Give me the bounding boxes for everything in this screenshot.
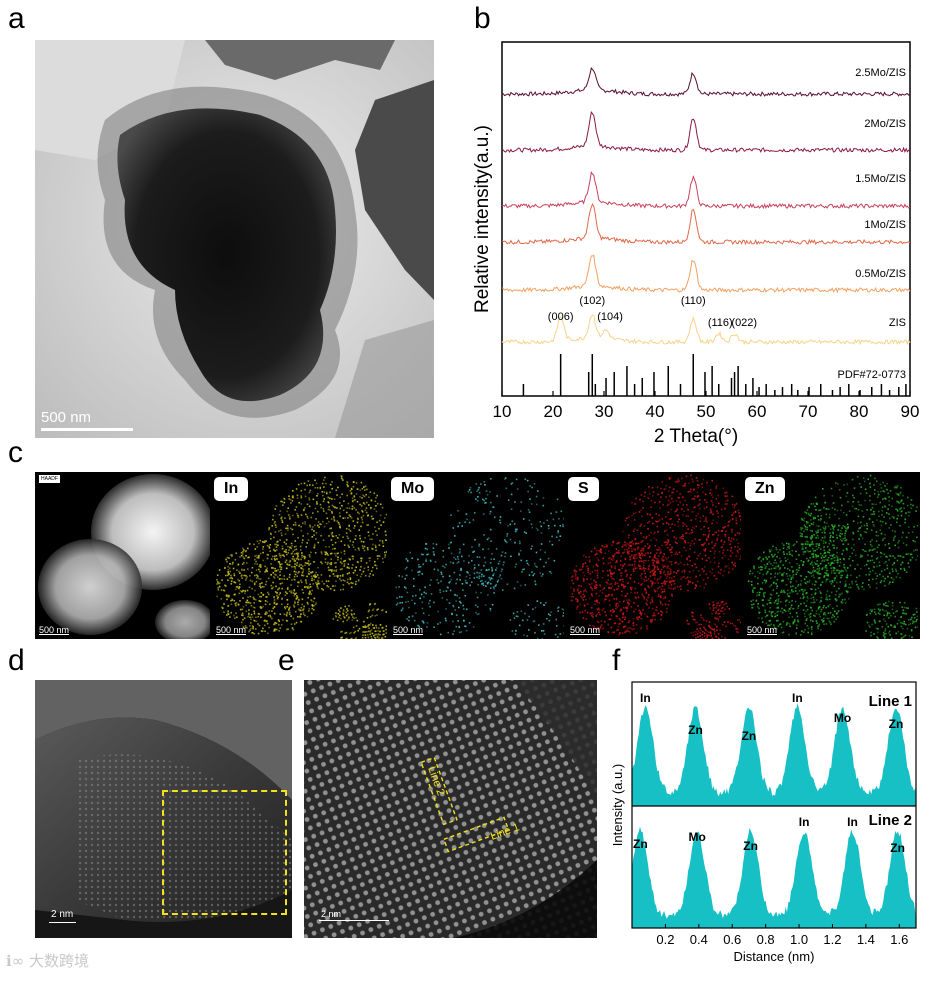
scale-bar-label-d: 2 nm bbox=[51, 909, 73, 920]
panel-letter-e: e bbox=[278, 644, 295, 678]
line1-peak-label: Zn bbox=[688, 723, 703, 737]
line2-peak-label: Mo bbox=[688, 830, 705, 844]
line2-title: Line 2 bbox=[869, 812, 912, 829]
tem-image: 500 nm bbox=[35, 40, 434, 438]
xrd-xtick-label: 60 bbox=[748, 402, 767, 421]
tem-image-drawing bbox=[35, 40, 434, 438]
xrd-series-label-0: 2.5Mo/ZIS bbox=[855, 67, 906, 79]
line1-peak-label: In bbox=[792, 691, 803, 705]
peak-label: (104) bbox=[597, 311, 623, 323]
eds-scale-bar bbox=[216, 634, 246, 635]
xrd-series-label-1: 2Mo/ZIS bbox=[864, 118, 906, 130]
line-profile-svg: Line 1 Line 2 In Zn Zn In Mo Zn Zn Mo Zn In In Zn 0.2 0… bbox=[604, 676, 930, 976]
profile-area-1 bbox=[632, 703, 916, 806]
peak-label: (102) bbox=[579, 295, 605, 307]
scale-bar-label-e: 2 nm bbox=[321, 909, 341, 919]
line2-peak-label: Zn bbox=[633, 837, 648, 851]
xrd-xtick-label: 50 bbox=[697, 402, 716, 421]
xrd-xtick-label: 80 bbox=[850, 402, 869, 421]
line1-peak-label: Zn bbox=[889, 717, 904, 731]
element-badge-s: S bbox=[568, 477, 599, 501]
xrd-series-4 bbox=[502, 255, 910, 292]
stem-image-e-drawing: Line 2 Line 1 bbox=[304, 680, 597, 938]
profile-area-2 bbox=[632, 827, 916, 928]
line2-peak-label: In bbox=[799, 815, 810, 829]
profile-ylabel: Intensity (a.u.) bbox=[610, 764, 625, 846]
xrd-series-label-3: 1Mo/ZIS bbox=[864, 219, 906, 231]
selection-box bbox=[162, 790, 287, 915]
profile-xlabel: Distance (nm) bbox=[734, 949, 815, 964]
profile-xtick-label: 0.4 bbox=[690, 932, 708, 947]
haadf-scale-bar bbox=[39, 634, 69, 635]
haadf-image: HAADF 500 nm bbox=[35, 472, 210, 639]
panel-letter-c: c bbox=[8, 436, 23, 470]
stem-image-d: 2 nm bbox=[35, 680, 292, 938]
line1-title: Line 1 bbox=[869, 693, 912, 710]
profile-xtick-label: 1.2 bbox=[823, 932, 841, 947]
haadf-drawing bbox=[35, 472, 210, 639]
eds-scale-bar bbox=[393, 634, 423, 635]
element-badge-zn: Zn bbox=[745, 477, 785, 501]
xrd-xtick-label: 40 bbox=[646, 402, 665, 421]
line2-peak-label: In bbox=[847, 815, 858, 829]
haadf-tag: HAADF bbox=[39, 475, 60, 483]
xrd-xlabel: 2 Theta(°) bbox=[654, 426, 738, 447]
peak-label: (116) bbox=[708, 317, 733, 329]
scale-bar-label: 500 nm bbox=[41, 409, 91, 426]
profile-xtick-label: 0.2 bbox=[656, 932, 674, 947]
xrd-series-2 bbox=[502, 172, 910, 208]
peak-label: (110) bbox=[681, 295, 706, 307]
scale-bar-d bbox=[49, 922, 76, 923]
xrd-series-label-5: ZIS bbox=[889, 317, 906, 329]
peak-label: (022) bbox=[731, 317, 757, 329]
xrd-series-label-4: 0.5Mo/ZIS bbox=[855, 268, 906, 280]
panel-letter-f: f bbox=[612, 644, 620, 678]
xrd-series-0 bbox=[502, 68, 910, 96]
scale-bar bbox=[41, 428, 133, 431]
profile-xtick-label: 1.0 bbox=[790, 932, 808, 947]
xrd-series-label-2: 1.5Mo/ZIS bbox=[855, 173, 906, 185]
line1-peak-label: Zn bbox=[742, 729, 757, 743]
watermark: ℹ∞ 大数跨境 bbox=[6, 950, 89, 971]
eds-scale-bar bbox=[570, 634, 600, 635]
line2-peak-label: Zn bbox=[743, 839, 758, 853]
eds-scale-bar bbox=[747, 634, 777, 635]
xrd-xtick-label: 10 bbox=[493, 402, 512, 421]
xrd-chart-svg: 2.5Mo/ZIS 2Mo/ZIS 1.5Mo/ZIS 1Mo/ZIS 0.5Mo/ZI… bbox=[462, 32, 932, 452]
ref-label: PDF#72-0773 bbox=[838, 369, 907, 381]
profile-xtick-label: 1.6 bbox=[890, 932, 908, 947]
line1-peak-label: In bbox=[640, 691, 651, 705]
peak-label: (006) bbox=[548, 311, 574, 323]
stem-image-e: Line 2 Line 1 2 nm bbox=[304, 680, 597, 938]
xrd-xtick-label: 30 bbox=[595, 402, 614, 421]
xrd-ylabel: Relative intensity(a.u.) bbox=[472, 125, 493, 313]
element-badge-in: In bbox=[214, 477, 248, 501]
panel-letter-d: d bbox=[8, 644, 25, 678]
panel-letter-a: a bbox=[8, 2, 25, 36]
line2-peak-label: Zn bbox=[890, 841, 905, 855]
line-profile-chart: Line 1 Line 2 In Zn Zn In Mo Zn Zn Mo Zn In In Zn 0.2 0… bbox=[604, 676, 930, 976]
xrd-series-3 bbox=[502, 204, 910, 244]
profile-xtick-label: 0.8 bbox=[757, 932, 775, 947]
panel-letter-b: b bbox=[474, 2, 491, 36]
xrd-xtick-label: 90 bbox=[901, 402, 920, 421]
xrd-xtick-label: 20 bbox=[544, 402, 563, 421]
xrd-chart: 2.5Mo/ZIS 2Mo/ZIS 1.5Mo/ZIS 1Mo/ZIS 0.5Mo/ZI… bbox=[462, 32, 932, 452]
profile-xtick-label: 1.4 bbox=[857, 932, 875, 947]
xrd-series-1 bbox=[502, 112, 910, 152]
line1-peak-label: Mo bbox=[834, 711, 851, 725]
xrd-xtick-label: 70 bbox=[799, 402, 818, 421]
element-badge-mo: Mo bbox=[391, 477, 434, 501]
profile-xtick-label: 0.6 bbox=[723, 932, 741, 947]
scale-bar-e bbox=[319, 920, 389, 921]
